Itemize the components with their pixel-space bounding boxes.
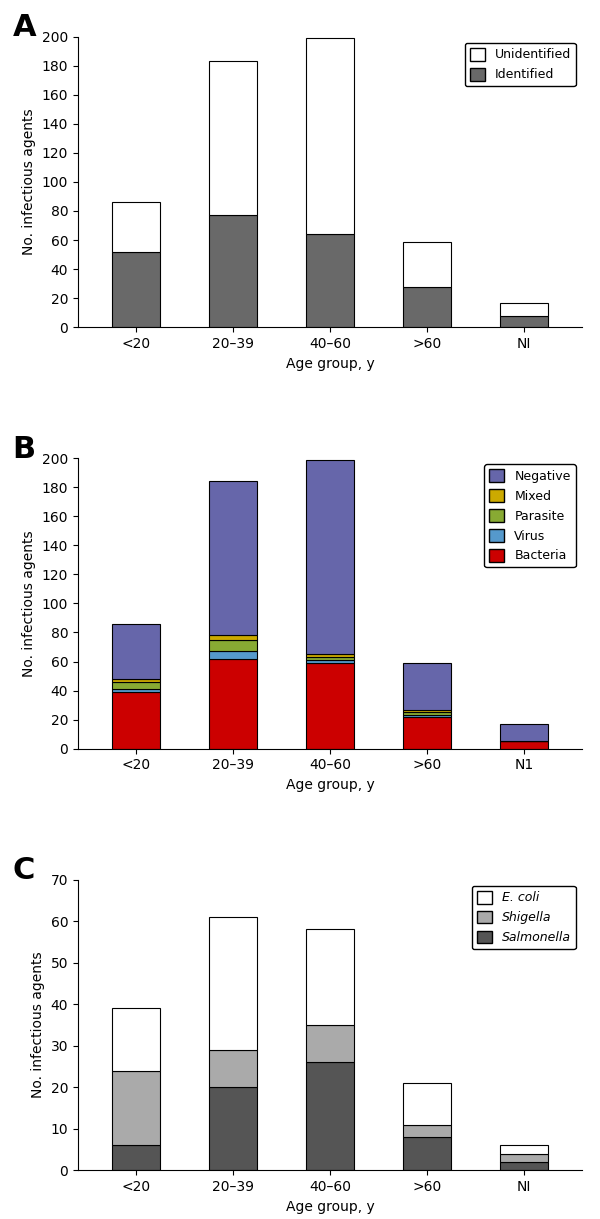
Bar xyxy=(112,251,160,327)
Bar xyxy=(306,657,354,659)
Bar xyxy=(403,1125,451,1137)
Bar xyxy=(306,1062,354,1170)
Bar xyxy=(112,689,160,692)
Bar xyxy=(209,635,257,640)
Bar xyxy=(112,692,160,748)
Bar xyxy=(306,659,354,663)
Bar xyxy=(112,202,160,251)
Bar xyxy=(500,1153,548,1162)
Bar xyxy=(209,658,257,748)
Bar xyxy=(112,1070,160,1146)
Text: A: A xyxy=(13,13,36,43)
Bar xyxy=(306,234,354,327)
Y-axis label: No. infectious agents: No. infectious agents xyxy=(22,108,36,255)
Bar xyxy=(306,460,354,655)
Bar xyxy=(403,709,451,712)
Bar xyxy=(306,663,354,748)
Bar xyxy=(403,241,451,286)
Bar xyxy=(306,1025,354,1062)
Bar xyxy=(209,1087,257,1170)
Bar xyxy=(500,302,548,316)
Text: B: B xyxy=(13,435,35,463)
Bar xyxy=(209,1050,257,1087)
X-axis label: Age group, y: Age group, y xyxy=(286,356,374,371)
Bar xyxy=(500,741,548,748)
Text: C: C xyxy=(13,856,35,885)
Bar xyxy=(112,624,160,679)
Bar xyxy=(112,1008,160,1070)
Bar xyxy=(500,1162,548,1170)
Bar xyxy=(403,716,451,717)
Bar xyxy=(209,640,257,651)
Bar xyxy=(403,712,451,716)
Y-axis label: No. infectious agents: No. infectious agents xyxy=(22,530,36,677)
Legend: Negative, Mixed, Parasite, Virus, Bacteria: Negative, Mixed, Parasite, Virus, Bacter… xyxy=(484,464,576,567)
Bar xyxy=(209,216,257,327)
Bar xyxy=(112,681,160,689)
X-axis label: Age group, y: Age group, y xyxy=(286,1199,374,1214)
Bar xyxy=(500,1146,548,1153)
Y-axis label: No. infectious agents: No. infectious agents xyxy=(31,952,45,1098)
Bar xyxy=(403,1082,451,1125)
Legend: Unidentified, Identified: Unidentified, Identified xyxy=(464,43,576,87)
Bar xyxy=(209,61,257,216)
Bar xyxy=(209,651,257,658)
Legend: E. coli, Shigella, Salmonella: E. coli, Shigella, Salmonella xyxy=(472,886,576,950)
Bar xyxy=(112,679,160,681)
Bar xyxy=(500,724,548,741)
Bar xyxy=(500,316,548,327)
Bar xyxy=(112,1146,160,1170)
Bar xyxy=(403,1137,451,1170)
Bar xyxy=(306,929,354,1025)
Bar xyxy=(306,655,354,657)
Bar xyxy=(209,482,257,635)
Bar xyxy=(209,917,257,1050)
X-axis label: Age group, y: Age group, y xyxy=(286,778,374,792)
Bar xyxy=(306,38,354,234)
Bar xyxy=(403,663,451,709)
Bar xyxy=(403,286,451,327)
Bar xyxy=(403,717,451,748)
